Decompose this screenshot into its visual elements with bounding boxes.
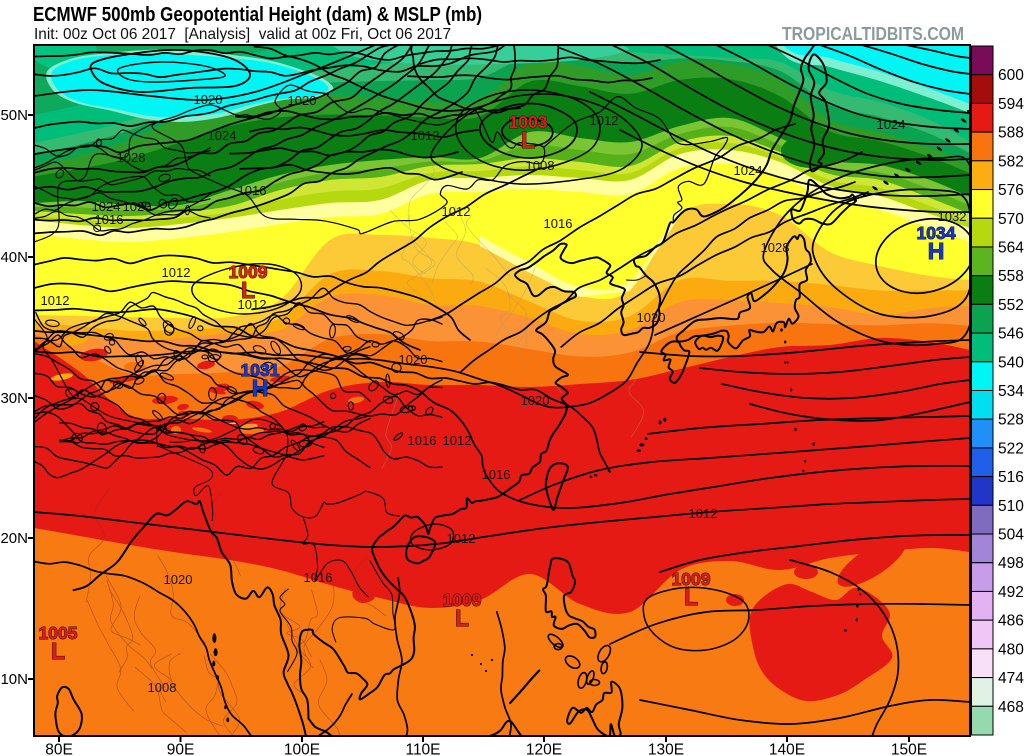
svg-text:1012: 1012 — [443, 433, 472, 448]
svg-text:40N: 40N — [0, 249, 28, 266]
svg-text:570: 570 — [998, 211, 1024, 228]
svg-text:1012: 1012 — [162, 265, 191, 280]
svg-text:1012: 1012 — [41, 293, 70, 308]
svg-text:110E: 110E — [405, 742, 440, 756]
svg-text:1032: 1032 — [938, 209, 967, 224]
svg-text:130E: 130E — [648, 742, 684, 756]
svg-text:552: 552 — [998, 297, 1024, 314]
svg-text:474: 474 — [998, 670, 1024, 687]
svg-text:50N: 50N — [0, 107, 28, 124]
svg-text:528: 528 — [998, 412, 1024, 429]
svg-text:582: 582 — [998, 153, 1024, 170]
svg-text:1016: 1016 — [95, 212, 124, 227]
svg-text:564: 564 — [998, 240, 1024, 257]
svg-text:Init: 00z Oct 06 2017 [Analys: Init: 00z Oct 06 2017 [Analysis] valid a… — [34, 26, 451, 43]
svg-text:1016: 1016 — [408, 433, 437, 448]
svg-text:1020: 1020 — [194, 92, 223, 107]
svg-text:1031: 1031 — [241, 360, 280, 380]
svg-text:H: H — [928, 238, 945, 264]
svg-text:1016: 1016 — [482, 467, 511, 482]
svg-text:1009: 1009 — [229, 262, 268, 282]
svg-text:480: 480 — [998, 641, 1024, 658]
svg-text:L: L — [51, 638, 65, 664]
svg-text:1012: 1012 — [411, 128, 440, 143]
svg-text:492: 492 — [998, 584, 1024, 601]
svg-text:1012: 1012 — [238, 297, 267, 312]
svg-text:1012: 1012 — [447, 531, 476, 546]
svg-text:576: 576 — [998, 182, 1024, 199]
svg-text:1009: 1009 — [672, 569, 711, 589]
svg-text:TROPICALTIDBITS.COM: TROPICALTIDBITS.COM — [782, 24, 964, 44]
svg-text:486: 486 — [998, 613, 1024, 630]
svg-text:1012: 1012 — [689, 506, 718, 521]
svg-text:546: 546 — [998, 326, 1024, 343]
svg-text:588: 588 — [998, 125, 1024, 142]
svg-text:L: L — [521, 127, 535, 153]
svg-text:534: 534 — [998, 383, 1024, 400]
svg-text:468: 468 — [998, 699, 1024, 716]
svg-text:1020: 1020 — [637, 310, 666, 325]
svg-text:1024: 1024 — [734, 163, 763, 178]
svg-text:1028: 1028 — [761, 240, 790, 255]
svg-text:90E: 90E — [167, 742, 195, 756]
svg-text:1016: 1016 — [238, 183, 267, 198]
svg-text:1005: 1005 — [39, 623, 78, 643]
svg-text:1012: 1012 — [590, 113, 619, 128]
svg-text:L: L — [684, 584, 698, 610]
svg-text:498: 498 — [998, 555, 1024, 572]
svg-text:600: 600 — [998, 67, 1024, 84]
svg-text:1008: 1008 — [526, 158, 555, 173]
svg-text:150E: 150E — [891, 742, 927, 756]
svg-text:100E: 100E — [284, 742, 320, 756]
svg-text:1016: 1016 — [304, 570, 333, 585]
svg-text:504: 504 — [998, 527, 1024, 544]
svg-text:1009: 1009 — [443, 590, 482, 610]
svg-text:516: 516 — [998, 469, 1024, 486]
svg-text:522: 522 — [998, 440, 1024, 457]
svg-text:1020: 1020 — [288, 93, 317, 108]
svg-text:80E: 80E — [45, 742, 73, 756]
svg-text:1003: 1003 — [509, 112, 548, 132]
svg-text:1024: 1024 — [208, 128, 237, 143]
svg-text:540: 540 — [998, 354, 1024, 371]
svg-text:1028: 1028 — [117, 150, 146, 165]
svg-text:558: 558 — [998, 268, 1024, 285]
svg-text:1020: 1020 — [521, 393, 550, 408]
svg-text:594: 594 — [998, 96, 1024, 113]
svg-text:30N: 30N — [0, 390, 28, 407]
svg-text:20N: 20N — [0, 530, 28, 547]
svg-text:1020: 1020 — [164, 572, 193, 587]
svg-text:1020: 1020 — [399, 352, 428, 367]
svg-text:120E: 120E — [526, 742, 562, 756]
svg-text:1012: 1012 — [442, 204, 471, 219]
svg-text:1016: 1016 — [544, 216, 573, 231]
svg-text:1034: 1034 — [917, 223, 956, 243]
svg-text:10N: 10N — [0, 671, 28, 688]
svg-text:ECMWF 500mb Geopotential Heigh: ECMWF 500mb Geopotential Height (dam) & … — [33, 4, 482, 26]
svg-text:1020: 1020 — [123, 199, 152, 214]
svg-text:L: L — [241, 277, 255, 303]
svg-text:H: H — [252, 375, 269, 401]
svg-text:1024: 1024 — [92, 199, 121, 214]
svg-text:510: 510 — [998, 498, 1024, 515]
svg-text:1008: 1008 — [148, 680, 177, 695]
svg-text:140E: 140E — [769, 742, 805, 756]
svg-text:L: L — [455, 605, 469, 631]
svg-text:1024: 1024 — [877, 117, 906, 132]
